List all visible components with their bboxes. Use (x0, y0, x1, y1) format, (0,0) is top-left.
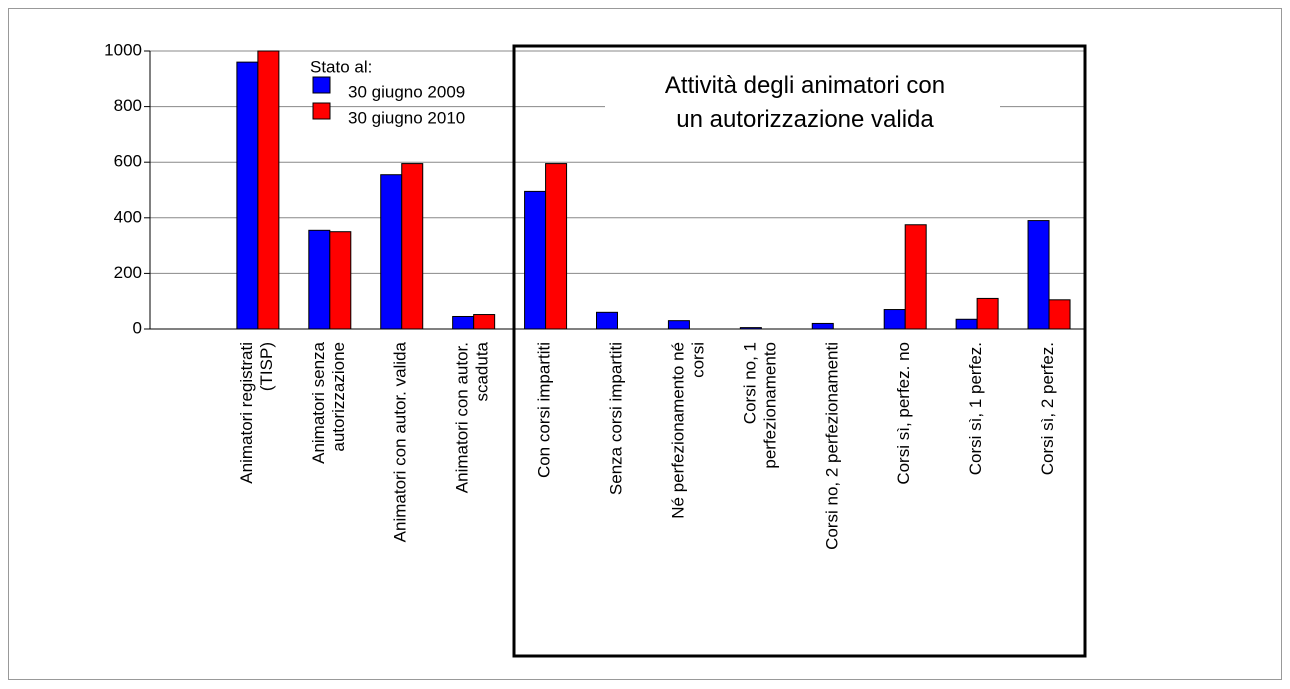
bar (545, 163, 568, 330)
bar (739, 327, 762, 330)
bar (976, 297, 999, 330)
group-box (512, 44, 1087, 658)
x-tick-label: Animatori con autor. valida (391, 341, 410, 542)
legend-title: Stato al: (310, 57, 372, 76)
x-tick-label: Corsi sì, perfez. no (895, 342, 914, 485)
bar (236, 61, 259, 330)
legend-label: 30 giugno 2010 (348, 108, 465, 127)
x-tick-label: Corsi sì, 1 perfez. (967, 342, 986, 475)
y-tick-label: 0 (133, 318, 142, 337)
y-tick-label: 600 (114, 152, 142, 171)
bar (380, 174, 403, 330)
legend-label: 30 giugno 2009 (348, 82, 465, 101)
bar (904, 224, 927, 330)
x-tick-label: Corsi no, 1perfezionamento (741, 342, 780, 469)
bar (955, 318, 978, 330)
y-tick-label: 800 (114, 96, 142, 115)
x-tick-label: Animatori registrati(TISP) (237, 342, 276, 484)
bar (257, 50, 280, 330)
bar (401, 163, 424, 330)
title-bg (605, 62, 1000, 142)
bar (452, 315, 475, 330)
bar (1048, 299, 1071, 330)
chart-title: Attività degli animatori con un autorizza… (665, 72, 945, 133)
bar (1027, 220, 1050, 330)
bar (596, 311, 618, 330)
x-tick-label: Né perfezionamento nécorsi (669, 342, 708, 519)
x-tick-label: Animatori con autor.scaduta (453, 341, 492, 493)
bar (811, 322, 834, 330)
x-tick-label: Con corsi impartiti (535, 342, 554, 478)
bar (329, 231, 352, 330)
bar (667, 320, 690, 330)
x-tick-label: Animatori senzaautorizzazione (309, 341, 348, 463)
x-tick-label: Corsi no, 2 perfezionamenti (823, 342, 842, 550)
bar (883, 309, 906, 330)
y-tick-label: 1000 (104, 40, 142, 59)
x-tick-label: Senza corsi impartiti (607, 342, 626, 495)
x-tick-label: Corsi sì, 2 perfez. (1039, 342, 1058, 475)
legend-swatch (312, 102, 331, 120)
y-tick-label: 200 (114, 263, 142, 282)
bar (524, 190, 547, 330)
y-tick-label: 400 (114, 207, 142, 226)
legend-swatch (312, 76, 331, 94)
bar (473, 314, 496, 330)
bar (308, 229, 331, 330)
